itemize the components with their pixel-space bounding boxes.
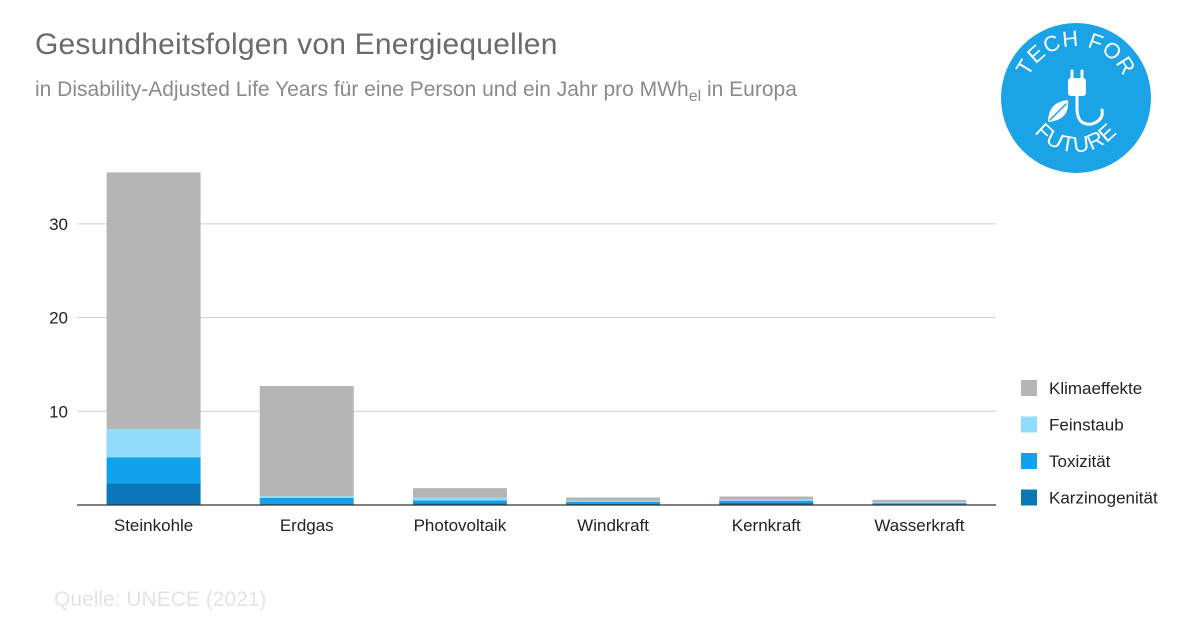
bar-segment	[106, 172, 201, 430]
bar-segment	[872, 499, 967, 503]
subtitle-subscript: el	[688, 88, 702, 105]
legend: Klimaeffekte Feinstaub Toxizität Karzinogen…	[1021, 379, 1158, 508]
bar-segment	[106, 429, 201, 458]
gridlines	[77, 223, 996, 412]
bar-segment	[872, 503, 967, 505]
y-tick-label: 20	[49, 309, 68, 328]
bar-segment	[566, 497, 661, 501]
y-tick-label: 10	[49, 402, 68, 421]
x-category-label: Windkraft	[577, 516, 649, 535]
y-tick-label: 30	[49, 215, 68, 234]
x-category-label: Kernkraft	[732, 516, 801, 535]
bar-segment	[566, 500, 661, 502]
subtitle-text: in Disability-Adjusted Life Years für ei…	[35, 78, 689, 101]
tech-for-future-logo: TECH FOR FUTURE	[1000, 22, 1152, 174]
bars	[106, 172, 967, 505]
bar-segment	[872, 502, 967, 504]
legend-swatch	[1021, 416, 1037, 433]
bar-segment	[106, 457, 201, 484]
bar-segment	[259, 497, 354, 505]
plug-leaf-icon	[1048, 69, 1104, 126]
x-axis-categories: Steinkohle Erdgas Photovoltaik Windkraft Ker…	[114, 516, 965, 535]
bar-segment	[412, 503, 507, 505]
bar-segment	[412, 500, 507, 504]
bar-segment	[566, 503, 661, 505]
chart-title: Gesundheitsfolgen von Energiequellen	[35, 28, 558, 61]
subtitle-suffix: in Europa	[701, 78, 797, 101]
x-category-label: Photovoltaik	[414, 516, 507, 535]
bar-segment	[719, 502, 814, 505]
legend-label: Toxizität	[1049, 452, 1111, 471]
legend-label: Karzinogenität	[1049, 489, 1158, 508]
x-category-label: Steinkohle	[114, 516, 193, 535]
legend-swatch	[1021, 380, 1037, 396]
bar-segment	[412, 497, 507, 501]
bar-segment	[259, 386, 354, 497]
legend-swatch	[1021, 453, 1037, 469]
bar-segment	[719, 499, 814, 501]
x-category-label: Wasserkraft	[874, 516, 964, 535]
bar-segment	[719, 500, 814, 503]
source-note: Quelle: UNECE (2021)	[54, 588, 267, 611]
bar-segment	[412, 488, 507, 498]
chart-subtitle: in Disability-Adjusted Life Years für ei…	[35, 78, 797, 106]
x-category-label: Erdgas	[280, 516, 334, 535]
legend-label: Feinstaub	[1049, 416, 1124, 435]
bar-segment	[106, 483, 201, 505]
bar-segment	[719, 496, 814, 500]
bar-segment	[259, 496, 354, 498]
legend-swatch	[1021, 489, 1037, 506]
legend-label: Klimaeffekte	[1049, 379, 1142, 398]
bar-segment	[566, 501, 661, 504]
y-axis-ticks: 10 20 30	[49, 215, 68, 421]
